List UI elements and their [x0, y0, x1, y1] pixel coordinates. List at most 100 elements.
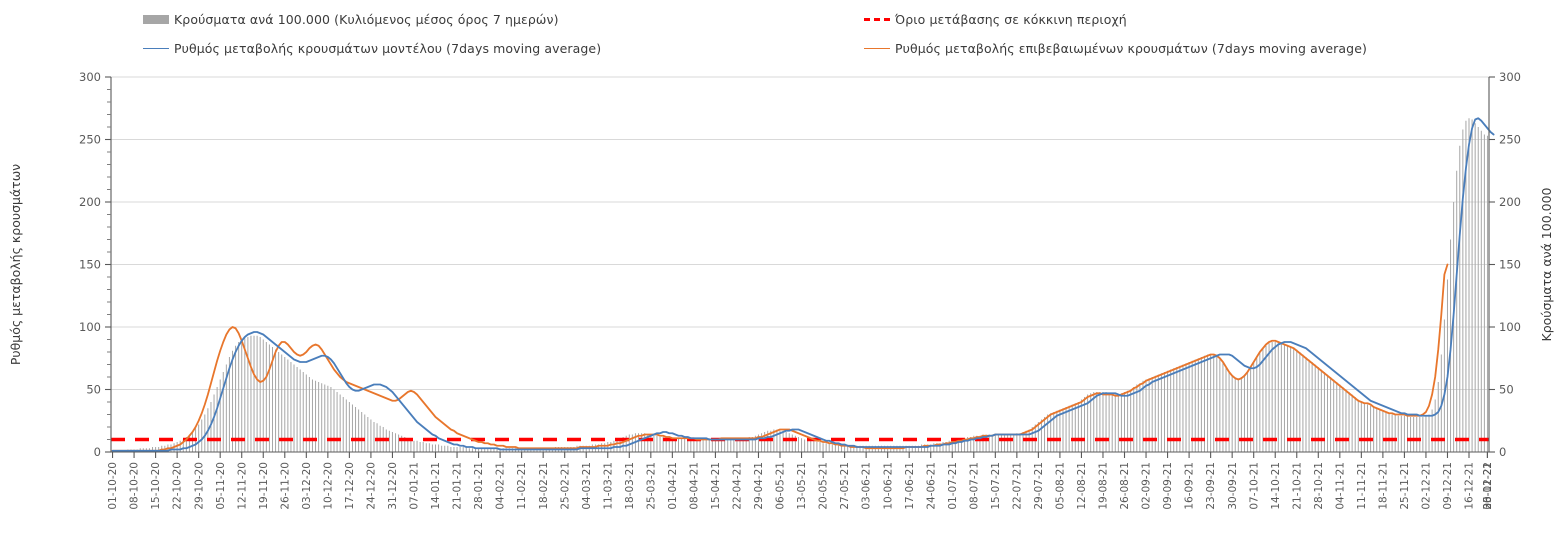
legend-label-model-rate: Ρυθμός μεταβολής κρουσμάτων μοντέλου (7d…	[174, 41, 602, 56]
svg-text:30-09-21: 30-09-21	[1227, 462, 1239, 510]
svg-text:18-11-21: 18-11-21	[1377, 462, 1389, 510]
legend-item-confirmed-rate[interactable]: Ρυθμός μεταβολής επιβεβαιωμένων κρουσμάτ…	[864, 41, 1367, 56]
svg-text:28-01-21: 28-01-21	[473, 462, 485, 510]
svg-text:50: 50	[1499, 383, 1514, 397]
svg-text:29-04-21: 29-04-21	[753, 462, 765, 510]
svg-text:03-06-21: 03-06-21	[861, 462, 873, 510]
svg-text:14-01-21: 14-01-21	[430, 462, 442, 510]
svg-text:300: 300	[1499, 70, 1521, 84]
svg-text:06-05-21: 06-05-21	[775, 462, 787, 510]
svg-text:09-09-21: 09-09-21	[1162, 462, 1174, 510]
svg-text:21-01-21: 21-01-21	[452, 462, 464, 510]
svg-text:06-01-22: 06-01-22	[1482, 462, 1494, 510]
svg-text:25-11-21: 25-11-21	[1399, 462, 1411, 510]
svg-text:01-04-21: 01-04-21	[667, 462, 679, 510]
svg-text:14-10-21: 14-10-21	[1270, 462, 1282, 510]
legend-item-cases-per-100k[interactable]: Κρούσματα ανά 100.000 (Κυλιόμενος μέσος …	[143, 12, 559, 27]
svg-text:11-11-21: 11-11-21	[1356, 462, 1368, 510]
gridlines	[111, 76, 1489, 390]
svg-text:21-10-21: 21-10-21	[1291, 462, 1303, 510]
svg-text:20-05-21: 20-05-21	[818, 462, 830, 510]
orange-line-swatch-icon	[864, 48, 890, 49]
svg-text:07-10-21: 07-10-21	[1248, 462, 1260, 510]
svg-text:09-12-21: 09-12-21	[1442, 462, 1454, 510]
chart-legend: Κρούσματα ανά 100.000 (Κυλιόμενος μέσος …	[0, 0, 1565, 62]
svg-text:23-09-21: 23-09-21	[1205, 462, 1217, 510]
svg-text:08-04-21: 08-04-21	[688, 462, 700, 510]
svg-text:01-07-21: 01-07-21	[947, 462, 959, 510]
legend-item-threshold[interactable]: Όριο μετάβασης σε κόκκινη περιοχή	[864, 12, 1127, 27]
svg-text:12-08-21: 12-08-21	[1076, 462, 1088, 510]
svg-text:0: 0	[1499, 445, 1506, 459]
bar-series-cases-per-100k	[112, 118, 1488, 452]
svg-text:10-12-20: 10-12-20	[322, 462, 334, 510]
svg-text:200: 200	[1499, 195, 1521, 209]
svg-text:19-08-21: 19-08-21	[1098, 462, 1110, 510]
svg-text:17-12-20: 17-12-20	[344, 462, 356, 510]
svg-text:04-03-21: 04-03-21	[581, 462, 593, 510]
svg-text:50: 50	[86, 383, 101, 397]
svg-text:24-06-21: 24-06-21	[925, 462, 937, 510]
svg-text:03-12-20: 03-12-20	[301, 462, 313, 510]
svg-text:13-05-21: 13-05-21	[796, 462, 808, 510]
y-axis-right-ticks: 0 50 100 150 200 250 300	[1489, 70, 1521, 459]
svg-text:12-11-20: 12-11-20	[236, 462, 248, 510]
legend-label-cases-per-100k: Κρούσματα ανά 100.000 (Κυλιόμενος μέσος …	[174, 12, 559, 27]
svg-text:100: 100	[79, 320, 101, 334]
svg-text:22-10-20: 22-10-20	[172, 462, 184, 510]
svg-text:11-02-21: 11-02-21	[516, 462, 528, 510]
svg-text:30-12-21: 30-12-21	[1482, 462, 1494, 510]
svg-text:300: 300	[79, 70, 101, 84]
svg-text:150: 150	[1499, 258, 1521, 272]
line-series-confirmed-rate	[111, 263, 1449, 452]
svg-text:05-08-21: 05-08-21	[1055, 462, 1067, 510]
svg-text:100: 100	[1499, 320, 1521, 334]
svg-text:150: 150	[79, 258, 101, 272]
svg-text:27-05-21: 27-05-21	[839, 462, 851, 510]
svg-text:17-06-21: 17-06-21	[904, 462, 916, 510]
svg-text:250: 250	[1499, 133, 1521, 147]
svg-text:04-02-21: 04-02-21	[495, 462, 507, 510]
svg-text:04-11-21: 04-11-21	[1334, 462, 1346, 510]
svg-text:16-09-21: 16-09-21	[1184, 462, 1196, 510]
svg-text:07-01-21: 07-01-21	[409, 462, 421, 510]
x-axis-ticks: 01-10-20 08-10-20 15-10-20 22-10-20 29-10-20…	[107, 452, 1494, 510]
legend-item-model-rate[interactable]: Ρυθμός μεταβολής κρουσμάτων μοντέλου (7d…	[143, 41, 601, 56]
svg-text:16-12-21: 16-12-21	[1464, 462, 1476, 510]
svg-text:05-11-20: 05-11-20	[215, 462, 227, 510]
y-axis-right-title: Κρούσματα ανά 100.000	[1539, 187, 1554, 341]
legend-label-threshold: Όριο μετάβασης σε κόκκινη περιοχή	[895, 12, 1127, 27]
svg-text:18-03-21: 18-03-21	[624, 462, 636, 510]
svg-text:23-12-21: 23-12-21	[1482, 462, 1494, 510]
line-series-model-rate	[111, 117, 1495, 452]
svg-text:22-07-21: 22-07-21	[1011, 462, 1023, 510]
chart-canvas: 0 50 100 150 200 250 300 0 50 100 150 200 250 300 01…	[8, 70, 1554, 510]
svg-text:19-11-20: 19-11-20	[258, 462, 270, 510]
bar-swatch-icon	[143, 15, 169, 24]
y-axis-left-ticks: 0 50 100 150 200 250 300	[79, 70, 111, 459]
svg-text:08-10-20: 08-10-20	[129, 462, 141, 510]
svg-text:28-10-21: 28-10-21	[1313, 462, 1325, 510]
svg-text:250: 250	[79, 133, 101, 147]
legend-label-confirmed-rate: Ρυθμός μεταβολής επιβεβαιωμένων κρουσμάτ…	[895, 41, 1367, 56]
svg-text:0: 0	[94, 445, 101, 459]
svg-text:25-02-21: 25-02-21	[559, 462, 571, 510]
plot-area: 0 50 100 150 200 250 300 0 50 100 150 200 250 300 01…	[0, 62, 1565, 539]
svg-text:18-02-21: 18-02-21	[538, 462, 550, 510]
svg-text:31-12-20: 31-12-20	[387, 462, 399, 510]
svg-text:200: 200	[79, 195, 101, 209]
blue-line-swatch-icon	[143, 48, 169, 49]
svg-text:25-03-21: 25-03-21	[645, 462, 657, 510]
svg-text:29-07-21: 29-07-21	[1033, 462, 1045, 510]
svg-text:24-12-20: 24-12-20	[366, 462, 378, 510]
svg-text:10-06-21: 10-06-21	[882, 462, 894, 510]
svg-text:22-04-21: 22-04-21	[732, 462, 744, 510]
svg-text:11-03-21: 11-03-21	[602, 462, 614, 510]
svg-text:15-07-21: 15-07-21	[990, 462, 1002, 510]
svg-text:15-10-20: 15-10-20	[150, 462, 162, 510]
svg-text:29-10-20: 29-10-20	[193, 462, 205, 510]
y-axis-left-title: Ρυθμός μεταβολής κρουσμάτων	[8, 164, 23, 365]
svg-text:02-12-21: 02-12-21	[1421, 462, 1433, 510]
red-dashed-line-swatch-icon	[864, 18, 890, 21]
